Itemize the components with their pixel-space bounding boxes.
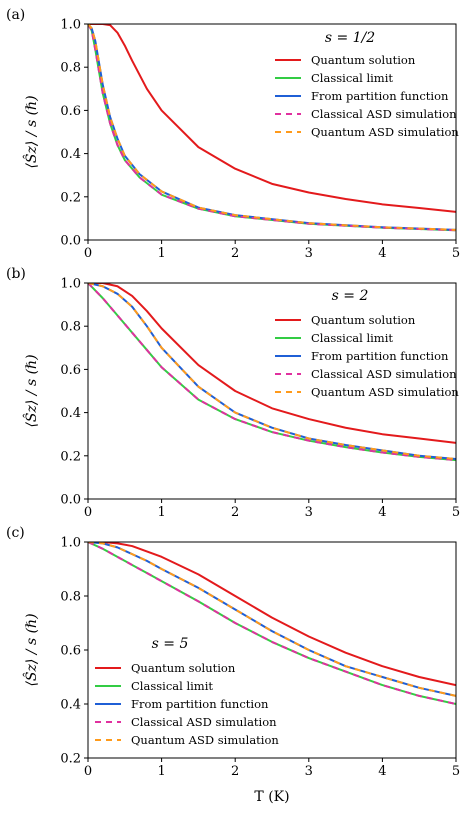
y-tick-label: 0.6 <box>60 363 81 378</box>
x-tick-label: 1 <box>157 505 165 520</box>
x-axis-label: T (K) <box>254 789 289 805</box>
x-tick-label: 0 <box>84 246 92 261</box>
y-tick-label: 0.0 <box>60 234 81 249</box>
legend-label: From partition function <box>131 697 269 711</box>
series-line-quantum-asd-simulation <box>88 283 456 461</box>
panel-c: 0 1 2 3 4 5 0.2 0.4 0.6 0.8 1.0 (c) ⟨Ŝz⟩ / s (ℏ) T (K… <box>6 525 460 805</box>
x-tick-label: 1 <box>157 764 165 779</box>
series-line-classical-asd-simulation <box>88 542 456 705</box>
legend-label: Classical ASD simulation <box>311 367 457 381</box>
series-line-quantum-asd-simulation <box>88 24 456 231</box>
y-tick-label: 0.6 <box>60 644 81 659</box>
x-tick-label: 0 <box>84 764 92 779</box>
x-tick-label: 5 <box>452 764 460 779</box>
series-line-quantum-solution <box>88 542 456 687</box>
x-tick-label: 0 <box>84 505 92 520</box>
x-tick-label: 2 <box>231 505 239 520</box>
legend: Quantum solution Classical limit From part… <box>95 661 279 747</box>
legend-label: Quantum ASD simulation <box>311 385 459 399</box>
y-tick-label: 0.4 <box>60 147 81 162</box>
legend: Quantum solution Classical limit From part… <box>275 313 459 399</box>
y-tick-label: 0.8 <box>60 61 81 76</box>
y-tick-label: 0.8 <box>60 320 81 335</box>
legend-label: Quantum ASD simulation <box>131 733 279 747</box>
x-tick-label: 5 <box>452 246 460 261</box>
legend-label: Classical limit <box>131 679 213 693</box>
legend-label: From partition function <box>311 89 449 103</box>
plot-frame <box>87 282 457 500</box>
x-tick-label: 3 <box>305 505 313 520</box>
y-tick-label: 1.0 <box>60 536 81 551</box>
x-tick-label: 2 <box>231 246 239 261</box>
legend-label: Classical limit <box>311 71 393 85</box>
panel-a: 0 1 2 3 4 5 0.0 0.2 0.4 0.6 0.8 1.0 (a) ⟨Ŝz⟩ / s (ℏ) s… <box>6 7 460 261</box>
spin-annotation: s = 1/2 <box>325 30 375 46</box>
plot-frame <box>87 23 457 241</box>
y-tick-label: 0.0 <box>60 493 81 508</box>
y-tick-label: 1.0 <box>60 18 81 33</box>
x-tick-label: 5 <box>452 505 460 520</box>
y-axis-label: ⟨Ŝz⟩ / s (ℏ) <box>22 613 40 686</box>
x-tick-label: 4 <box>378 246 386 261</box>
y-tick-label: 0.4 <box>60 406 81 421</box>
panel-label: (a) <box>6 7 25 23</box>
legend-label: Quantum solution <box>131 661 236 675</box>
legend: Quantum solution Classical limit From part… <box>275 53 459 139</box>
spin-annotation: s = 5 <box>152 636 189 652</box>
series-line-quantum-asd-simulation <box>88 542 456 697</box>
y-axis-label: ⟨Ŝz⟩ / s (ℏ) <box>22 95 40 168</box>
y-tick-label: 0.6 <box>60 104 81 119</box>
y-tick-label: 0.2 <box>60 449 81 464</box>
y-tick-label: 0.4 <box>60 698 81 713</box>
legend-label: Quantum ASD simulation <box>311 125 459 139</box>
y-tick-label: 1.0 <box>60 277 81 292</box>
x-tick-label: 4 <box>378 764 386 779</box>
legend-label: Classical ASD simulation <box>311 107 457 121</box>
panel-label: (c) <box>6 525 25 541</box>
legend-label: Classical limit <box>311 331 393 345</box>
y-axis-label: ⟨Ŝz⟩ / s (ℏ) <box>22 354 40 427</box>
x-tick-label: 4 <box>378 505 386 520</box>
legend-label: From partition function <box>311 349 449 363</box>
y-tick-label: 0.8 <box>60 590 81 605</box>
series-line-classical-asd-simulation <box>88 283 456 462</box>
series-line-quantum-solution <box>88 24 456 213</box>
y-tick-label: 0.2 <box>60 190 81 205</box>
series-line-classical-asd-simulation <box>88 24 456 232</box>
legend-label: Quantum solution <box>311 53 416 67</box>
series-line-quantum-solution <box>88 283 456 444</box>
panel-b: 0 1 2 3 4 5 0.0 0.2 0.4 0.6 0.8 1.0 (b) ⟨Ŝz⟩ / s (ℏ) s… <box>6 266 460 520</box>
panel-label: (b) <box>6 266 26 282</box>
spin-annotation: s = 2 <box>332 288 369 304</box>
x-tick-label: 1 <box>157 246 165 261</box>
legend-label: Quantum solution <box>311 313 416 327</box>
x-tick-label: 3 <box>305 764 313 779</box>
legend-label: Classical ASD simulation <box>131 715 277 729</box>
x-tick-label: 2 <box>231 764 239 779</box>
y-tick-label: 0.2 <box>60 752 81 767</box>
x-tick-label: 3 <box>305 246 313 261</box>
